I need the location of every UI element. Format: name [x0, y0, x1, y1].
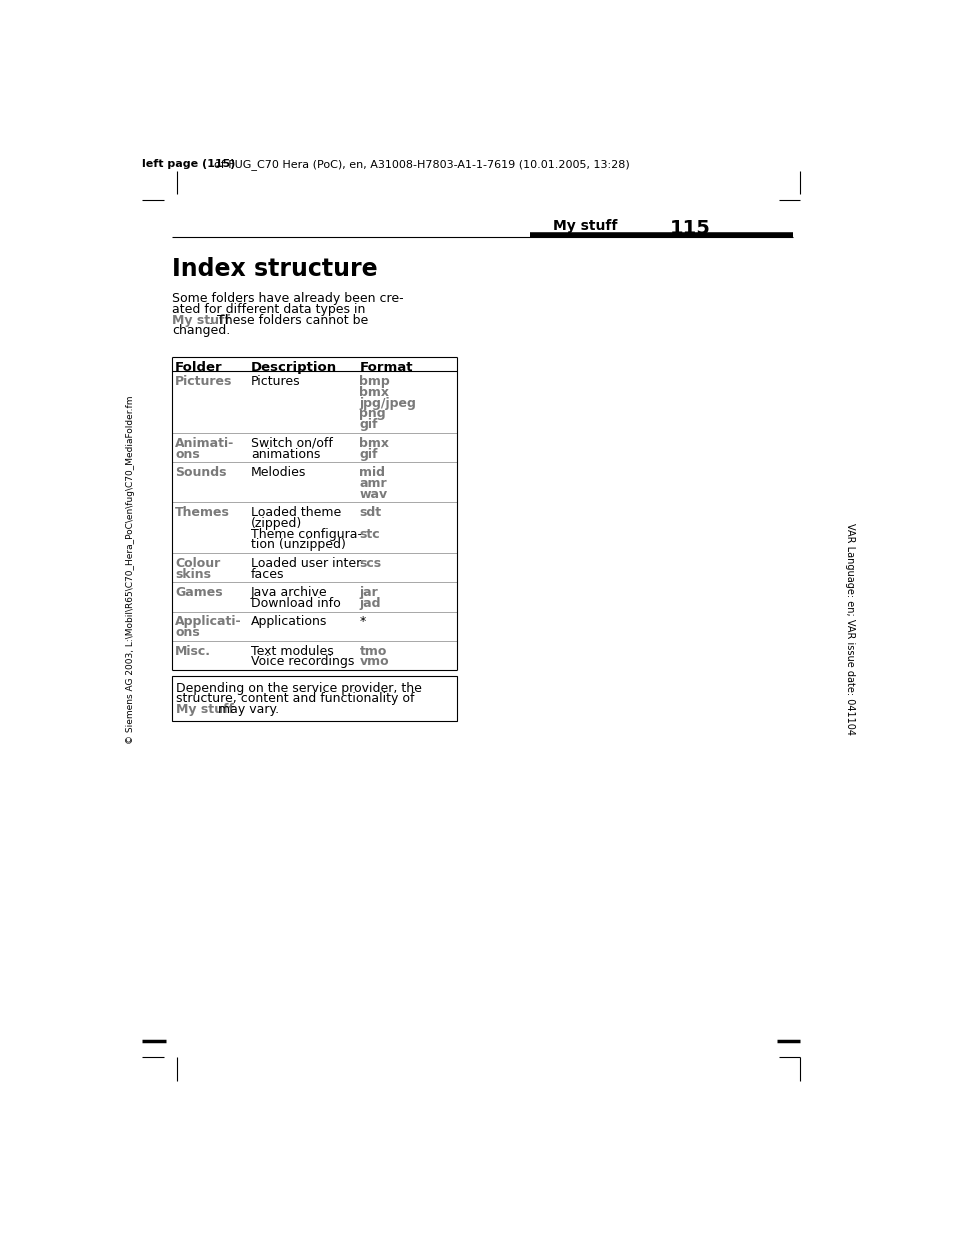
- Text: bmx: bmx: [359, 437, 389, 450]
- Text: structure, content and functionality of: structure, content and functionality of: [175, 693, 414, 705]
- Text: sdt: sdt: [359, 506, 381, 520]
- Text: bmp: bmp: [359, 375, 390, 389]
- Text: skins: skins: [174, 568, 211, 581]
- Text: mid: mid: [359, 466, 385, 478]
- Text: jad: jad: [359, 597, 380, 609]
- Text: 115: 115: [669, 219, 710, 238]
- Text: Format: Format: [359, 361, 413, 374]
- Text: of FUG_C70 Hera (PoC), en, A31008-H7803-A1-1-7619 (10.01.2005, 13:28): of FUG_C70 Hera (PoC), en, A31008-H7803-…: [213, 158, 629, 169]
- Text: Applications: Applications: [251, 616, 327, 628]
- Text: may vary.: may vary.: [213, 703, 278, 716]
- Text: Voice recordings: Voice recordings: [251, 655, 354, 668]
- Text: gif: gif: [359, 419, 377, 431]
- Text: faces: faces: [251, 568, 284, 581]
- Text: Colour: Colour: [174, 557, 220, 569]
- Text: Melodies: Melodies: [251, 466, 306, 478]
- Text: *: *: [359, 616, 365, 628]
- Text: vmo: vmo: [359, 655, 389, 668]
- Text: Switch on/off: Switch on/off: [251, 437, 333, 450]
- Text: Pictures: Pictures: [251, 375, 300, 389]
- Text: stc: stc: [359, 527, 379, 541]
- Text: Sounds: Sounds: [174, 466, 226, 478]
- Text: Loaded theme: Loaded theme: [251, 506, 341, 520]
- Text: My stuff: My stuff: [172, 314, 230, 326]
- Bar: [172, 677, 456, 721]
- Text: tmo: tmo: [359, 644, 387, 658]
- Text: Misc.: Misc.: [174, 644, 211, 658]
- Text: Java archive: Java archive: [251, 586, 327, 599]
- Text: scs: scs: [359, 557, 381, 569]
- Text: Loaded user inter-: Loaded user inter-: [251, 557, 365, 569]
- Text: Download info: Download info: [251, 597, 340, 609]
- Text: tion (unzipped): tion (unzipped): [251, 538, 346, 552]
- Text: jar: jar: [359, 586, 377, 599]
- Text: ons: ons: [174, 627, 199, 639]
- Text: Theme configura-: Theme configura-: [251, 527, 361, 541]
- Text: left page (115): left page (115): [142, 158, 239, 168]
- Text: png: png: [359, 407, 386, 420]
- Text: amr: amr: [359, 477, 387, 490]
- Text: Themes: Themes: [174, 506, 230, 520]
- Text: gif: gif: [359, 447, 377, 461]
- Text: ons: ons: [174, 447, 199, 461]
- Text: Pictures: Pictures: [174, 375, 233, 389]
- Text: wav: wav: [359, 487, 387, 501]
- Text: Applicati-: Applicati-: [174, 616, 241, 628]
- Text: Animati-: Animati-: [174, 437, 234, 450]
- Text: © Siemens AG 2003, L:\Mobil\R65\C70_Hera_PoC\en\fug\C70_MediaFolder.fm: © Siemens AG 2003, L:\Mobil\R65\C70_Hera…: [126, 396, 134, 744]
- Text: Description: Description: [251, 361, 336, 374]
- Text: Some folders have already been cre-: Some folders have already been cre-: [172, 292, 403, 305]
- Text: VAR Language: en; VAR issue date: 041104: VAR Language: en; VAR issue date: 041104: [844, 523, 854, 735]
- Text: ated for different data types in: ated for different data types in: [172, 303, 365, 315]
- Text: Index structure: Index structure: [172, 258, 377, 282]
- Text: Text modules: Text modules: [251, 644, 334, 658]
- Text: Games: Games: [174, 586, 222, 599]
- Text: My stuff: My stuff: [175, 703, 233, 716]
- Text: Depending on the service provider, the: Depending on the service provider, the: [175, 682, 421, 694]
- Text: animations: animations: [251, 447, 320, 461]
- Text: Folder: Folder: [174, 361, 222, 374]
- Text: (zipped): (zipped): [251, 517, 302, 530]
- Text: . These folders cannot be: . These folders cannot be: [209, 314, 368, 326]
- Text: bmx: bmx: [359, 386, 389, 399]
- Text: changed.: changed.: [172, 324, 230, 338]
- Text: My stuff: My stuff: [553, 219, 617, 233]
- Text: jpg/jpeg: jpg/jpeg: [359, 396, 416, 410]
